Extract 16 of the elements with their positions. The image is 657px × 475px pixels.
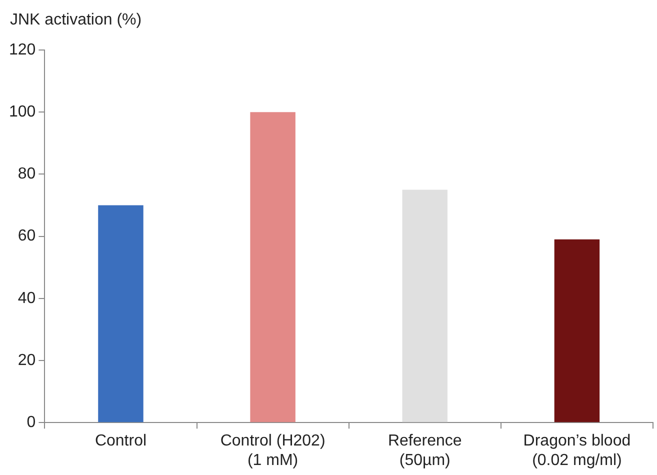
- x-tick-label: Control (H202) (1 mM): [220, 432, 326, 469]
- bar: [98, 205, 144, 422]
- y-axis-title: JNK activation (%): [10, 11, 142, 28]
- y-tick-label: 100: [8, 104, 36, 121]
- y-tick-label: 40: [18, 290, 36, 307]
- y-tick-label: 60: [18, 228, 36, 245]
- y-tick-label: 120: [8, 41, 36, 58]
- bar: [554, 239, 600, 422]
- bar: [250, 112, 296, 422]
- x-tick-label: Control: [94, 432, 147, 450]
- bar: [402, 190, 448, 422]
- x-tick-label: Reference (50µm): [388, 432, 462, 469]
- y-tick-label: 0: [26, 414, 36, 432]
- y-tick-label: 80: [18, 166, 36, 183]
- x-tick-label: Dragon’s blood (0.02 mg/ml): [523, 432, 631, 469]
- y-tick-label: 20: [18, 352, 36, 369]
